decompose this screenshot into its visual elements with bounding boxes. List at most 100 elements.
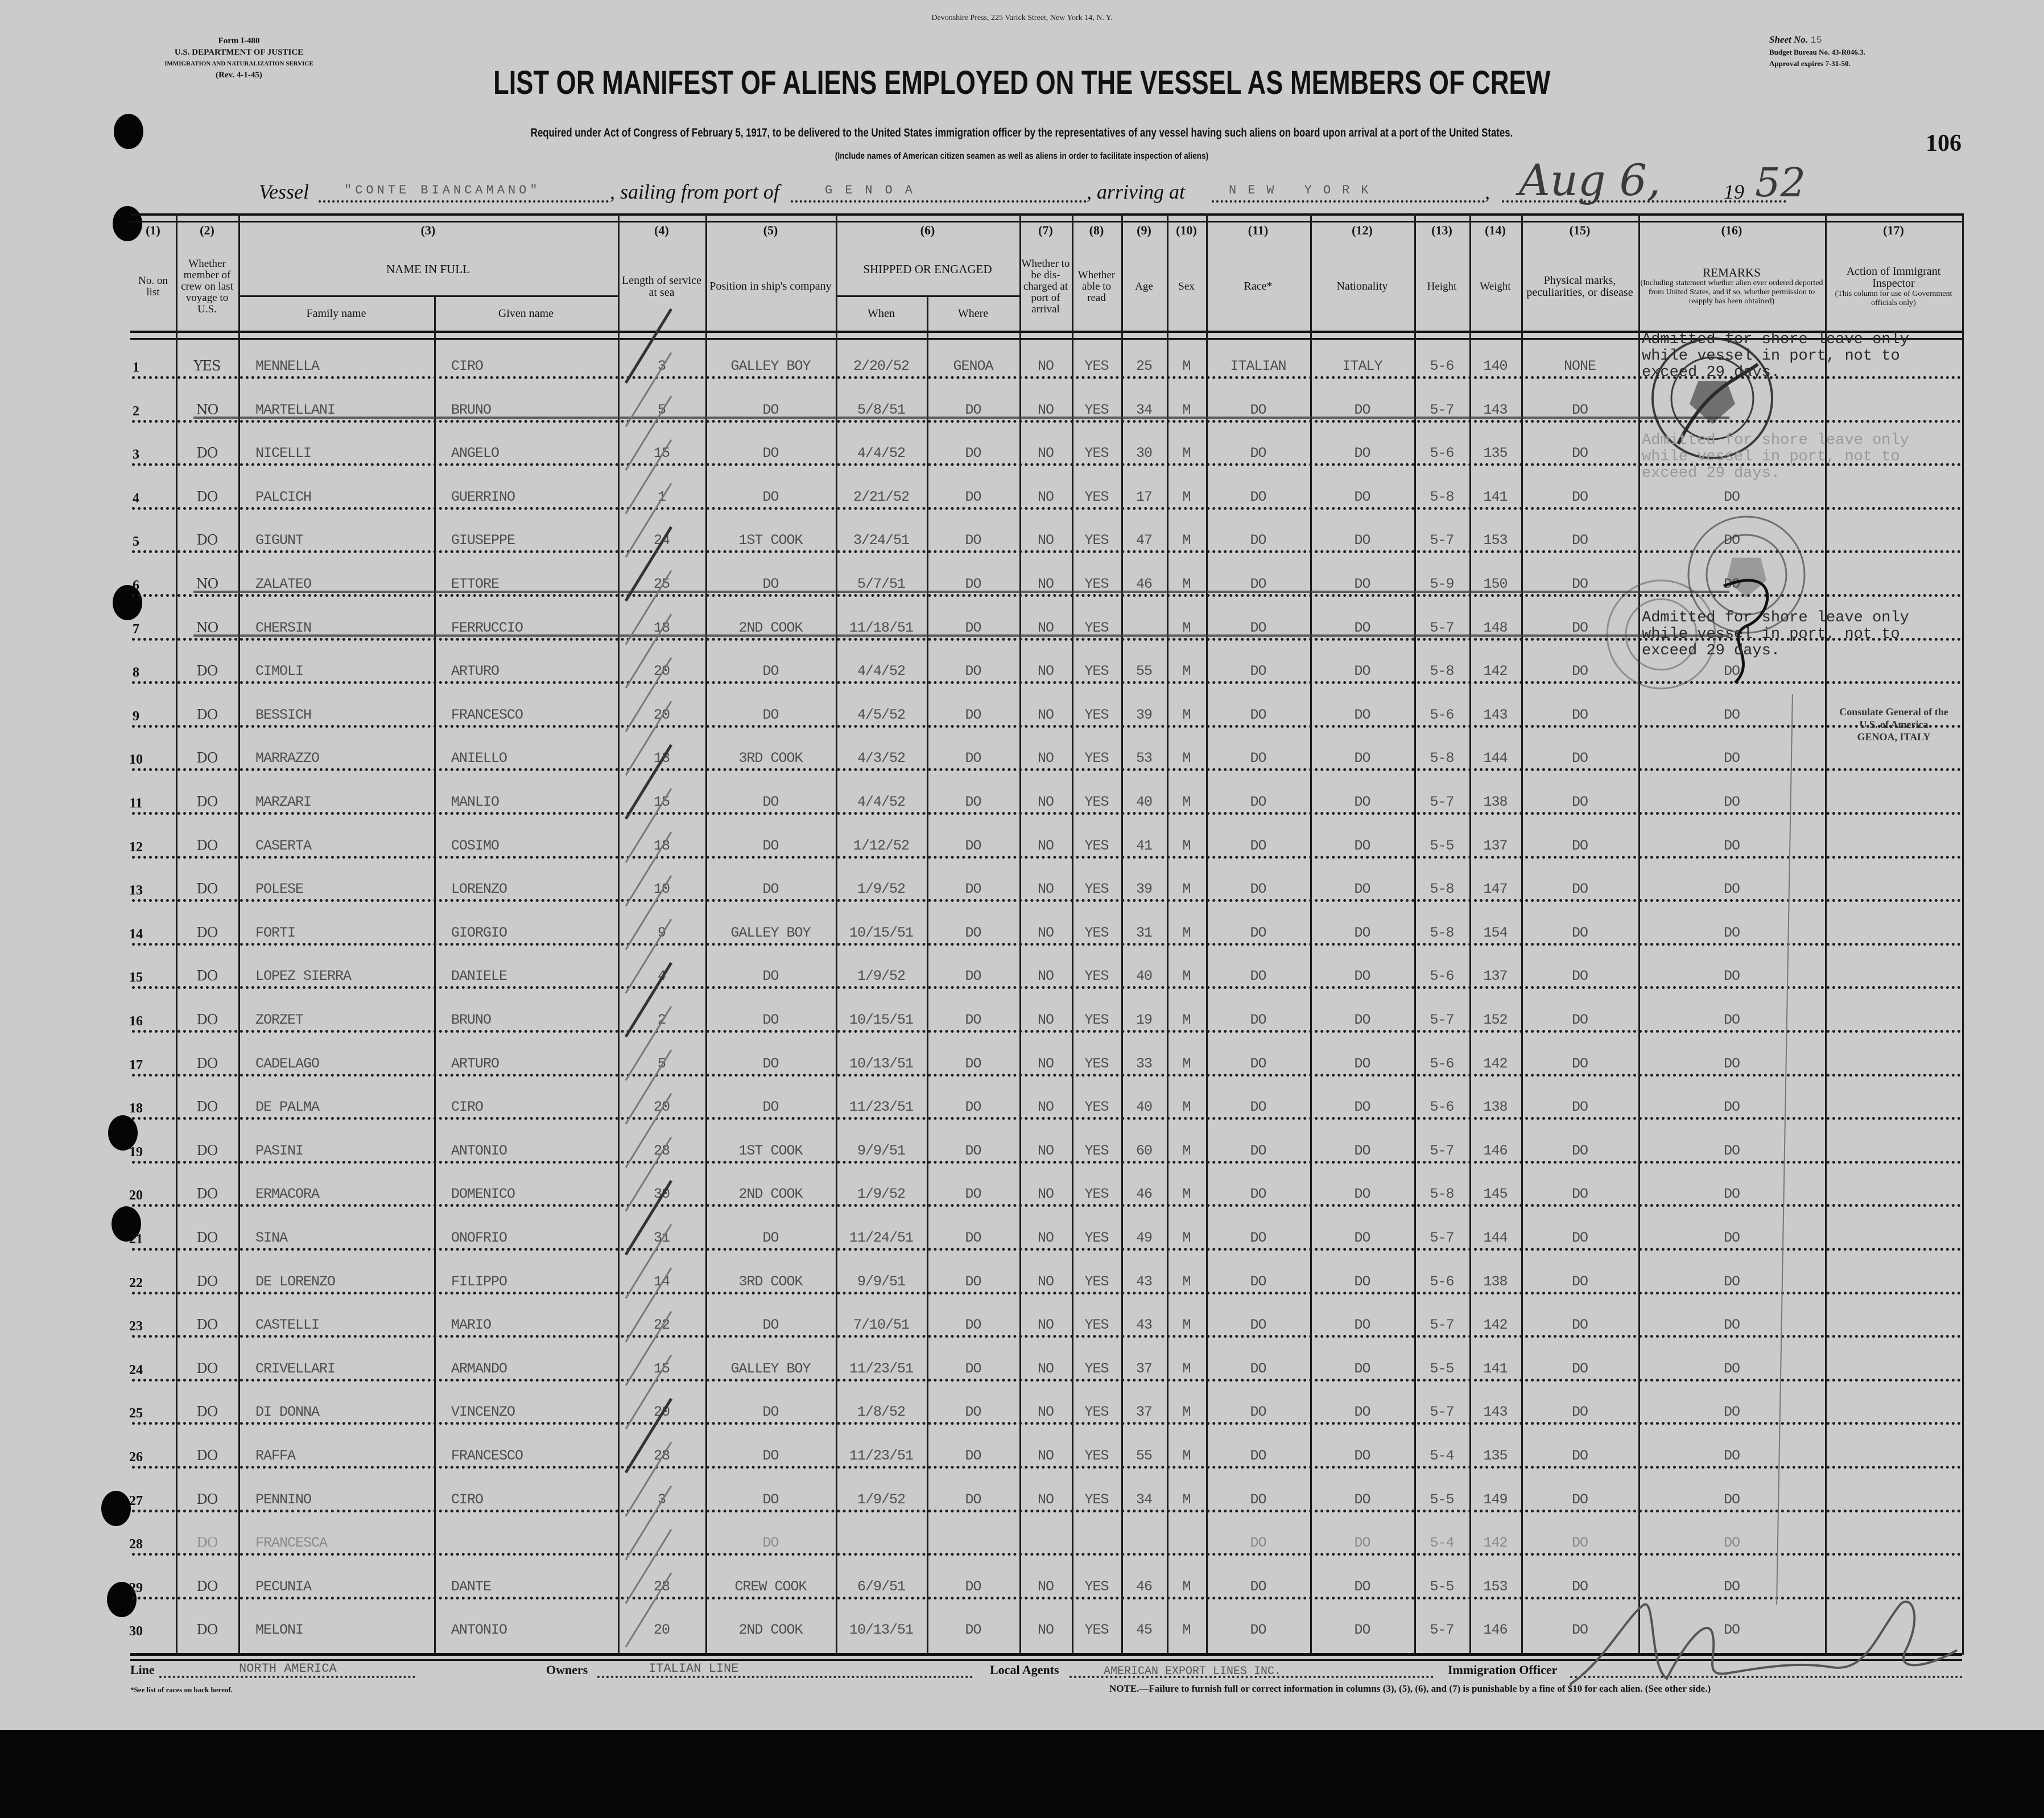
cell-discharged: NO bbox=[1037, 1012, 1054, 1028]
pencil-check-mark bbox=[625, 1267, 672, 1342]
cell-position: DO bbox=[762, 1099, 779, 1116]
cell-marks: DO bbox=[1571, 1142, 1588, 1159]
cell-height: 5-9 bbox=[1430, 576, 1454, 592]
arriving-label: , arriving at bbox=[1087, 180, 1186, 203]
cell-family: CRIVELLARI bbox=[255, 1360, 336, 1377]
cell-weight: 141 bbox=[1483, 1360, 1508, 1377]
cell-remarks: DO bbox=[1723, 1317, 1740, 1334]
cell-marks: DO bbox=[1571, 881, 1588, 898]
row-number: 17 bbox=[129, 1057, 143, 1073]
cell-when: 2/20/52 bbox=[853, 358, 910, 374]
column-number: (17) bbox=[1883, 223, 1904, 237]
cell-height: 5-5 bbox=[1430, 837, 1454, 854]
cell-crew: DO bbox=[196, 1273, 218, 1289]
cell-height: 5-5 bbox=[1430, 1578, 1454, 1595]
cell-position: DO bbox=[762, 663, 779, 680]
line-dots bbox=[159, 1676, 415, 1678]
cell-family: SINA bbox=[255, 1230, 288, 1246]
column-label: Physical marks, peculiarities, or diseas… bbox=[1526, 274, 1633, 299]
cell-marks: DO bbox=[1571, 1230, 1588, 1246]
cell-race: DO bbox=[1250, 1012, 1266, 1028]
column-number: (14) bbox=[1485, 223, 1506, 237]
year-prefix: 19 bbox=[1724, 180, 1744, 203]
cell-nationality: DO bbox=[1354, 1360, 1370, 1377]
column-header: Race* bbox=[1207, 244, 1309, 329]
pencil-check-mark bbox=[624, 308, 673, 384]
column-number: (10) bbox=[1176, 223, 1197, 237]
cell-remarks: DO bbox=[1723, 1273, 1740, 1290]
cell-weight: 137 bbox=[1483, 968, 1508, 985]
cell-remarks: DO bbox=[1723, 1404, 1740, 1421]
budget-bureau: Budget Bureau No. 43-R046.3. bbox=[1769, 48, 1865, 56]
cell-weight: 138 bbox=[1483, 1273, 1508, 1290]
cell-when: 11/24/51 bbox=[849, 1230, 914, 1246]
cell-given: GUERRINO bbox=[451, 488, 515, 505]
row-dotted-line bbox=[132, 1422, 1962, 1425]
column-label: Race* bbox=[1244, 280, 1273, 292]
column-label: Length of service at sea bbox=[622, 274, 701, 299]
cell-crew: DO bbox=[196, 1055, 218, 1071]
cell-family: MARRAZZO bbox=[255, 750, 320, 767]
cell-nationality: DO bbox=[1354, 1273, 1370, 1290]
pencil-check-mark bbox=[625, 570, 672, 645]
cell-given: CIRO bbox=[451, 1491, 484, 1508]
cell-family: PALCICH bbox=[255, 488, 312, 505]
cell-where: DO bbox=[965, 1360, 981, 1377]
form-number: Form I-480 bbox=[218, 36, 260, 46]
cell-race: DO bbox=[1250, 1142, 1266, 1159]
cell-nationality: DO bbox=[1354, 1578, 1370, 1595]
cell-nationality: DO bbox=[1354, 1186, 1370, 1203]
pencil-check-mark bbox=[625, 439, 672, 514]
column-divider bbox=[1167, 213, 1168, 1655]
cell-discharged: NO bbox=[1037, 1360, 1054, 1377]
column-label: Position in ship's company bbox=[709, 280, 832, 292]
cell-discharged: NO bbox=[1037, 750, 1054, 767]
cell-marks: DO bbox=[1571, 1273, 1588, 1290]
cell-position: 2ND COOK bbox=[738, 1622, 803, 1639]
cell-family: MENNELLA bbox=[255, 358, 320, 374]
cell-when: 4/4/52 bbox=[857, 794, 906, 810]
column-divider bbox=[1521, 213, 1523, 1655]
cell-position: DO bbox=[762, 1317, 779, 1334]
cell-read: YES bbox=[1084, 1317, 1109, 1334]
cell-nationality: DO bbox=[1354, 1012, 1370, 1028]
cell-weight: 148 bbox=[1483, 619, 1508, 636]
row-number: 14 bbox=[129, 926, 143, 942]
cell-remarks: DO bbox=[1723, 1099, 1740, 1116]
row-number: 24 bbox=[129, 1362, 143, 1378]
cell-length: 28 bbox=[653, 1448, 670, 1464]
row-dotted-line bbox=[132, 1204, 1962, 1207]
row-dotted-line bbox=[132, 1073, 1962, 1077]
column-divider bbox=[927, 295, 928, 1655]
cell-marks: DO bbox=[1571, 488, 1588, 505]
year-handwritten: 52 bbox=[1755, 159, 1806, 206]
cell-sex: M bbox=[1182, 706, 1191, 723]
row-dotted-line bbox=[132, 1553, 1962, 1556]
cell-read: YES bbox=[1084, 358, 1109, 374]
cell-read: YES bbox=[1084, 1360, 1109, 1377]
cell-length: 31 bbox=[653, 1230, 670, 1246]
punch-hole bbox=[107, 1582, 137, 1617]
column-number: (13) bbox=[1431, 223, 1452, 237]
row-dotted-line bbox=[132, 1117, 1962, 1120]
shore-leave-stamp: Admitted for shore leave only while vess… bbox=[1642, 331, 1909, 381]
cell-given: FRANCESCO bbox=[451, 1448, 523, 1464]
cell-weight: 144 bbox=[1483, 1230, 1508, 1246]
column-subheader: Family name bbox=[306, 307, 366, 320]
row-dotted-line bbox=[132, 550, 1962, 554]
cell-where: DO bbox=[965, 1186, 981, 1203]
cell-read: YES bbox=[1084, 1448, 1109, 1464]
pencil-check-mark bbox=[625, 613, 672, 689]
cell-where: DO bbox=[965, 445, 981, 462]
cell-marks: DO bbox=[1571, 1622, 1588, 1639]
column-header: Whether member of crew on last voyage to… bbox=[177, 244, 237, 329]
cell-family: PENNINO bbox=[255, 1491, 312, 1508]
cell-age: 43 bbox=[1135, 1273, 1153, 1290]
cell-height: 5-6 bbox=[1430, 968, 1454, 985]
row-number: 16 bbox=[129, 1014, 143, 1029]
cell-where: DO bbox=[965, 881, 981, 898]
cell-remarks: DO bbox=[1723, 1535, 1740, 1552]
cell-sex: M bbox=[1182, 488, 1191, 505]
column-number: (6) bbox=[920, 223, 935, 237]
column-header: Action of Immigrant Inspector (This colum… bbox=[1826, 244, 1961, 329]
